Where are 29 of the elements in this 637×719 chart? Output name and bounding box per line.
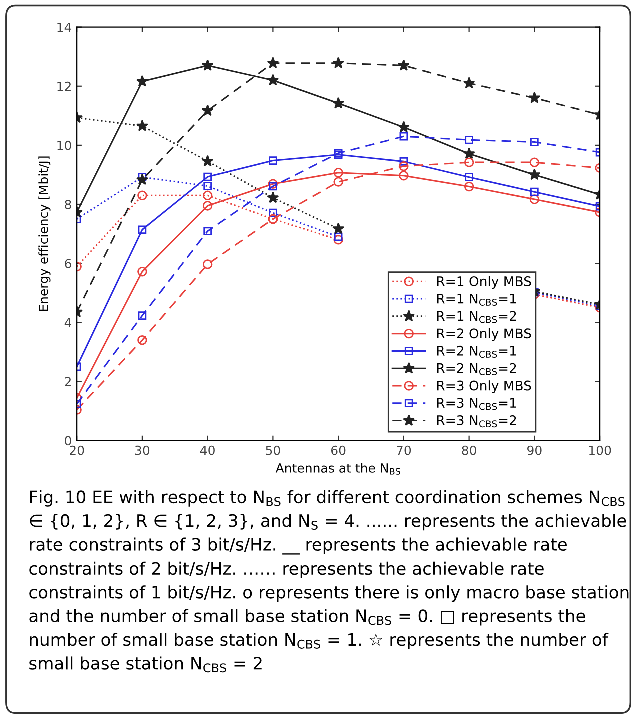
y-tick-label: 2 (65, 377, 71, 386)
y-tick-label: 4 (64, 318, 72, 328)
legend-label: R=2 N$_{CBS}$=1 (437, 346, 516, 358)
y-tick-label: 0 (65, 436, 72, 446)
y-axis-title: Energy efficiency [Mbit/J] (38, 156, 51, 312)
legend-label: R=3 N$_{CBS}$=1 (437, 398, 516, 410)
y-tick-label: 10 (58, 140, 72, 150)
legend-label: R=2 N$_{CBS}$=2 (437, 363, 516, 376)
legend-label: R=3 N$_{CBS}$=2 (437, 415, 516, 428)
legend-label: R=2 Only MBS (437, 328, 532, 342)
x-tick-label: 80 (462, 446, 476, 456)
x-tick-label: 20 (70, 446, 84, 456)
legend-label: R=3 Only MBS (437, 380, 532, 394)
x-tick-label: 40 (200, 446, 215, 456)
x-tick-label: 50 (266, 446, 280, 456)
y-tick-label: 12 (58, 82, 71, 92)
x-tick-label: 100 (589, 446, 612, 456)
x-tick-label: 70 (397, 446, 412, 456)
y-tick-label: 6 (65, 259, 72, 268)
legend-label: R=1 Only MBS (437, 276, 532, 290)
text: Fig. 10 EE with respect to N$_{BS}$ for different coordination schemes N$_{CBS}$ ∈ {0, 1, 2}, R ∈ {1, 2, 3}, and N$_{S}$ = 4. ...... represents the achievable rate constraints of 3 bit/s/Hz. __ represents the achievable rate constraints of 2 bit/s/Hz. …… represents the achievable rate constraints of 1 bit/s/Hz. o represents there is only macro base station and the number of small base station N$_{CBS}$ = 0. □ represents the number of small base station N$_{CBS}$ = 1. ☆ represents the number of small base station N$_{CBS}$ = 2 (30, 490, 629, 673)
x-tick-label: 90 (528, 446, 542, 456)
x-axis-title: Antennas at the N$_{BS}$ (276, 463, 400, 475)
x-tick-label: 30 (135, 446, 150, 456)
x-tick-label: 60 (331, 446, 346, 456)
y-tick-label: 14 (58, 22, 72, 32)
y-tick-label: 8 (65, 200, 72, 210)
legend-label: R=1 N$_{CBS}$=2 (437, 311, 516, 324)
legend-label: R=1 N$_{CBS}$=1 (437, 294, 516, 306)
